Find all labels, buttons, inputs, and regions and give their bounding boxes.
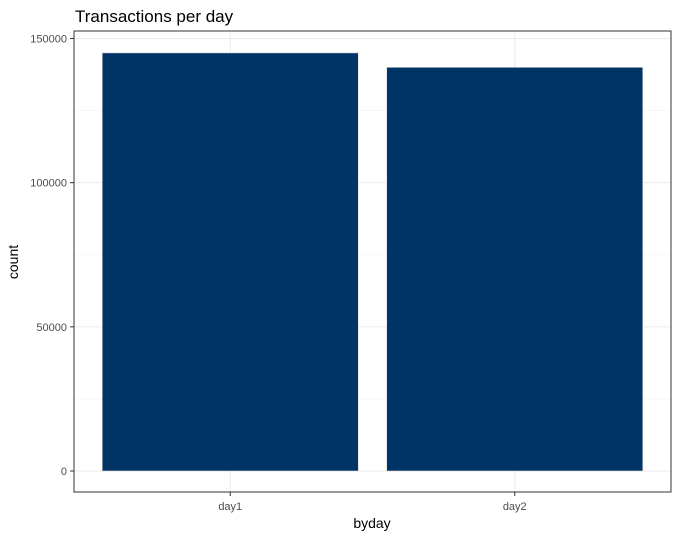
bar-day1 bbox=[101, 52, 359, 472]
x-tick-label: day1 bbox=[218, 501, 242, 513]
y-tick-label: 0 bbox=[61, 466, 67, 478]
y-tick-label: 100000 bbox=[30, 178, 67, 190]
bar-day2 bbox=[386, 67, 644, 472]
y-tick-label: 150000 bbox=[30, 34, 67, 46]
y-tick-label: 50000 bbox=[36, 322, 67, 334]
y-axis-title: count bbox=[5, 245, 21, 279]
plot-panel-border bbox=[73, 30, 672, 493]
x-axis-title: byday bbox=[353, 515, 390, 531]
x-tick-label: day2 bbox=[503, 501, 527, 513]
y-axis: 0 50000 100000 150000 bbox=[30, 34, 74, 478]
bars bbox=[101, 52, 644, 472]
chart-title: Transactions per day bbox=[75, 7, 234, 26]
x-axis: day1 day2 bbox=[218, 492, 527, 513]
